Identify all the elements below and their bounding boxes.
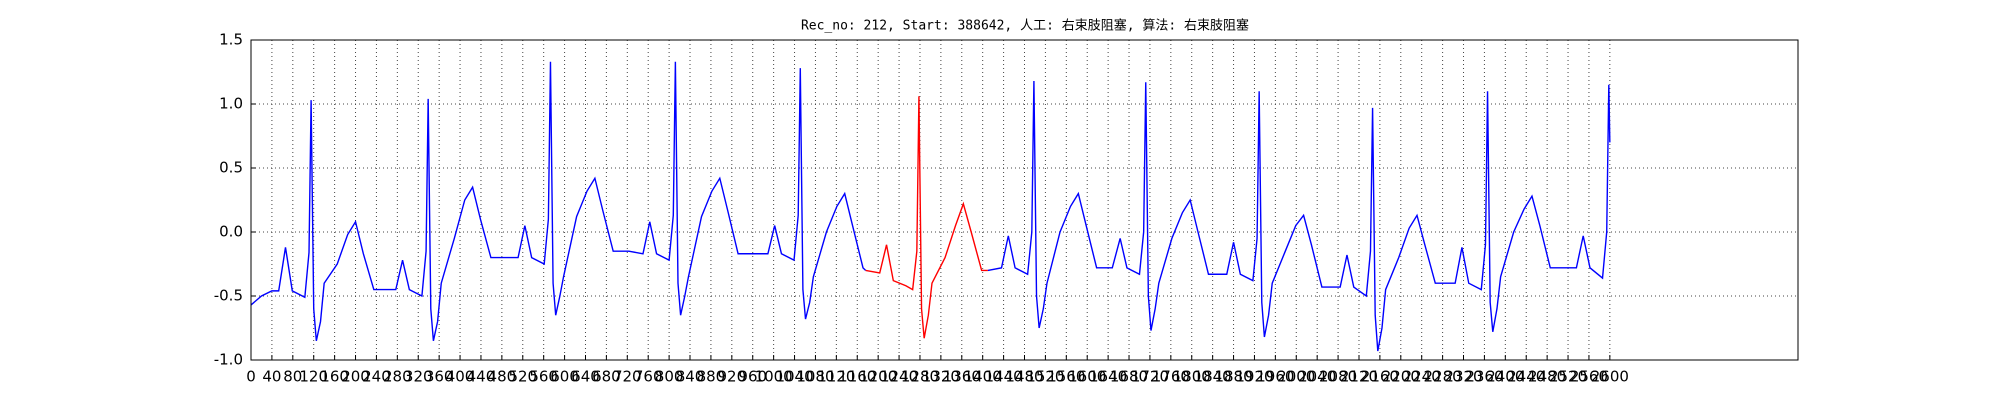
- y-tick-label: 1.0: [219, 95, 243, 113]
- x-tick-label: 2560: [1570, 368, 1608, 386]
- x-tick-label: 1280: [901, 368, 939, 386]
- x-tick-label: 1640: [1089, 368, 1127, 386]
- x-tick-label: 880: [697, 368, 726, 386]
- x-tick-label: 2120: [1340, 368, 1378, 386]
- x-tick-label: 800: [655, 368, 684, 386]
- x-tick-label: 360: [425, 368, 454, 386]
- x-tick-label: 1960: [1256, 368, 1294, 386]
- x-tick-label: 2400: [1486, 368, 1524, 386]
- y-tick-label: 0.5: [219, 159, 243, 177]
- x-tick-label: 960: [738, 368, 767, 386]
- y-tick-label: 1.5: [219, 31, 243, 49]
- x-tick-label: 1880: [1214, 368, 1252, 386]
- x-tick-label: 1000: [755, 368, 793, 386]
- x-tick-label: 720: [613, 368, 642, 386]
- x-tick-label: 1200: [859, 368, 897, 386]
- x-tick-label: 40: [262, 368, 281, 386]
- x-tick-label: 760: [634, 368, 663, 386]
- x-tick-label: 120: [299, 368, 328, 386]
- x-tick-label: 2040: [1298, 368, 1336, 386]
- y-tick-label: 0.0: [219, 223, 243, 241]
- x-tick-label: 200: [341, 368, 370, 386]
- chart-title: Rec_no: 212, Start: 388642, 人工: 右束肢阻塞, 算…: [801, 18, 1249, 34]
- x-tick-label: 160: [320, 368, 349, 386]
- x-tick-label: 2000: [1277, 368, 1315, 386]
- x-tick-label: 480: [488, 368, 517, 386]
- x-tick-label: 920: [718, 368, 747, 386]
- x-tick-label: 1400: [964, 368, 1002, 386]
- x-tick-label: 600: [550, 368, 579, 386]
- x-tick-label: 0: [246, 368, 256, 386]
- x-tick-label: 1800: [1173, 368, 1211, 386]
- x-tick-label: 1240: [880, 368, 918, 386]
- x-tick-label: 1360: [943, 368, 981, 386]
- ecg-line: [987, 80, 1611, 352]
- x-tick-label: 1160: [838, 368, 876, 386]
- x-tick-label: 2360: [1465, 368, 1503, 386]
- y-tick-label: -1.0: [214, 351, 243, 369]
- x-tick-label: 2160: [1361, 368, 1399, 386]
- ecg-line: [250, 61, 867, 341]
- x-tick-label: 2520: [1549, 368, 1587, 386]
- x-tick-label: 1920: [1235, 368, 1273, 386]
- x-tick-label: 2200: [1382, 368, 1420, 386]
- x-tick-label: 1480: [1005, 368, 1043, 386]
- x-tick-label: 2280: [1424, 368, 1462, 386]
- y-tick-label: -0.5: [214, 287, 243, 305]
- x-tick-label: 1080: [796, 368, 834, 386]
- x-tick-label: 2480: [1528, 368, 1566, 386]
- x-tick-label: 1760: [1152, 368, 1190, 386]
- x-tick-label: 2240: [1403, 368, 1441, 386]
- x-tick-label: 240: [362, 368, 391, 386]
- x-tick-label: 1560: [1047, 368, 1085, 386]
- x-tick-label: 80: [283, 368, 302, 386]
- x-tick-label: 640: [571, 368, 600, 386]
- x-tick-label: 1600: [1068, 368, 1106, 386]
- x-tick-label: 440: [467, 368, 496, 386]
- x-tick-label: 2600: [1591, 368, 1629, 386]
- x-tick-label: 400: [446, 368, 475, 386]
- plot-frame: [250, 39, 1799, 361]
- x-tick-label: 1720: [1131, 368, 1169, 386]
- x-tick-label: 560: [529, 368, 558, 386]
- x-tick-label: 2320: [1444, 368, 1482, 386]
- x-tick-label: 1680: [1110, 368, 1148, 386]
- x-tick-label: 680: [592, 368, 621, 386]
- x-tick-label: 1040: [775, 368, 813, 386]
- x-tick-label: 1840: [1194, 368, 1232, 386]
- x-tick-label: 520: [508, 368, 537, 386]
- x-tick-label: 320: [404, 368, 433, 386]
- x-tick-label: 1120: [817, 368, 855, 386]
- x-tick-label: 1440: [985, 368, 1023, 386]
- x-tick-label: 2440: [1507, 368, 1545, 386]
- x-tick-label: 1320: [922, 368, 960, 386]
- x-tick-label: 840: [676, 368, 705, 386]
- x-tick-label: 280: [383, 368, 412, 386]
- ecg-line: [865, 96, 988, 339]
- x-tick-label: 1520: [1026, 368, 1064, 386]
- x-tick-label: 2080: [1319, 368, 1357, 386]
